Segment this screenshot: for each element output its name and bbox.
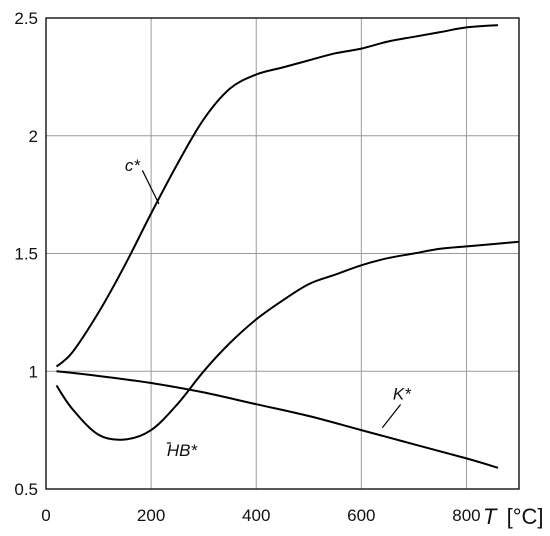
y-tick-label: 1: [29, 362, 38, 381]
x-tick-label: 200: [137, 506, 165, 525]
series-label-c: c*: [125, 156, 142, 175]
curves: [55, 24, 520, 469]
x-axis-unit: [°C]: [507, 504, 544, 529]
series-leader-c: [141, 170, 160, 205]
y-tick-label: 2: [29, 127, 38, 146]
series-label-hb: HB*: [167, 441, 199, 460]
grid: [46, 18, 519, 489]
x-tick-label: 800: [452, 506, 480, 525]
y-tick-label: 0.5: [14, 480, 38, 499]
x-axis-title: T [°C]: [483, 504, 544, 529]
plot-frame: [45, 17, 520, 490]
series-line-k: [56, 370, 499, 469]
y-tick-label: 2.5: [14, 9, 38, 28]
series-labels: c* HB* K*: [125, 156, 412, 460]
series-line-hb: [55, 240, 520, 441]
x-tick-label: 400: [242, 506, 270, 525]
x-axis-variable: T: [483, 504, 498, 529]
y-tick-labels: 0.5 1 1.5 2 2.5: [14, 9, 38, 499]
y-tick-label: 1.5: [14, 245, 38, 264]
series-line-c: [55, 24, 499, 368]
x-tick-labels: 0 200 400 600 800: [41, 506, 480, 525]
series-leader-k: [381, 404, 402, 429]
series-label-k: K*: [393, 385, 412, 404]
x-tick-label: 0: [41, 506, 50, 525]
x-tick-label: 600: [347, 506, 375, 525]
